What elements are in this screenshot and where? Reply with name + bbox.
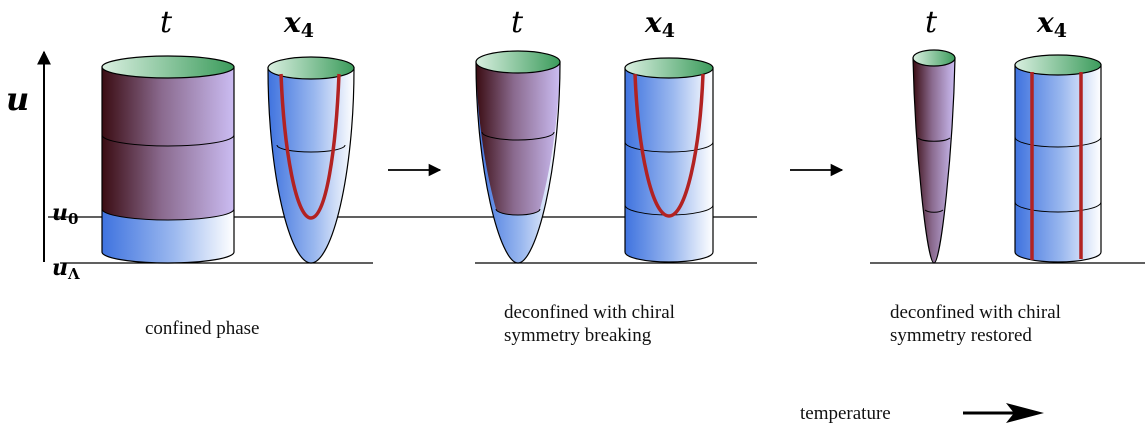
- u-lambda-label: uΛ: [52, 255, 80, 283]
- t-label-3: t: [925, 5, 938, 40]
- panel-deconfined-restored: t x4: [912, 5, 1102, 264]
- caption-restored-line1: deconfined with chiral: [890, 302, 1061, 323]
- caption-confined: confined phase: [145, 318, 259, 339]
- x4-cigar-confined: [267, 56, 355, 264]
- brane-broken: [633, 73, 705, 218]
- t-cylinder-confined: [101, 55, 235, 264]
- caption-breaking-line2: symmetry breaking: [504, 325, 652, 346]
- t-cigar-deconfined: [475, 50, 561, 264]
- temperature-label: temperature: [800, 403, 891, 424]
- x4-cylinder-restored: [1014, 54, 1102, 263]
- x4-label-2: x4: [644, 6, 675, 42]
- temperature-arrow-head: [1006, 403, 1044, 423]
- t-label-2: t: [511, 5, 524, 40]
- caption-breaking-line1: deconfined with chiral: [504, 302, 675, 323]
- t-label-1: t: [160, 5, 173, 40]
- panel-confined: t x4: [101, 5, 355, 264]
- brane-confined: [279, 73, 341, 220]
- u-axis-label: u: [6, 80, 29, 118]
- x4-label-3: x4: [1036, 6, 1067, 42]
- panel-deconfined-breaking: t x4: [475, 5, 714, 264]
- x4-label-1: x4: [283, 6, 314, 42]
- t-cigar-restored: [912, 49, 956, 264]
- caption-restored-line2: symmetry restored: [890, 325, 1032, 346]
- u0-label: u0: [52, 200, 78, 228]
- x4-cylinder-deconfined: [624, 57, 714, 263]
